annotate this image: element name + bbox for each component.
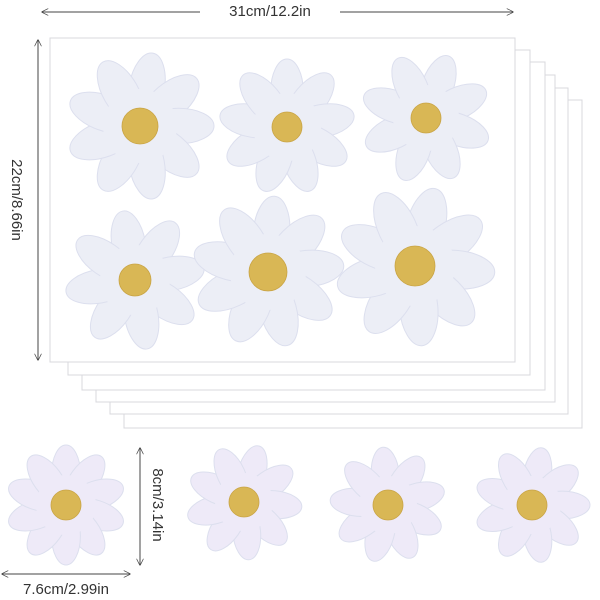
sticker-width-label: 7.6cm/2.99in (23, 581, 109, 598)
daisy-center (228, 486, 260, 518)
daisy (362, 54, 490, 182)
daisy (69, 52, 215, 200)
daisy-center (271, 111, 303, 143)
daisy (193, 195, 345, 347)
daisy (336, 187, 496, 347)
daisy-center (372, 489, 404, 521)
daisy-center (50, 489, 82, 521)
label-bg (200, 2, 340, 22)
daisy (219, 58, 355, 192)
daisy-center (121, 107, 159, 145)
daisy-group (8, 52, 591, 566)
daisy (187, 445, 303, 561)
daisy-center (410, 102, 442, 134)
daisy-center (118, 263, 152, 297)
sticker-height-label: 8cm/3.14in (149, 468, 166, 541)
daisy-center (394, 245, 436, 287)
daisy-center (248, 252, 288, 292)
daisy-center (516, 489, 548, 521)
daisy (65, 210, 205, 350)
daisy (329, 446, 445, 562)
daisy (8, 444, 124, 566)
daisy (476, 447, 591, 563)
height-label: 22cm/8.66in (8, 159, 25, 241)
width-label: 31cm/12.2in (229, 3, 311, 20)
